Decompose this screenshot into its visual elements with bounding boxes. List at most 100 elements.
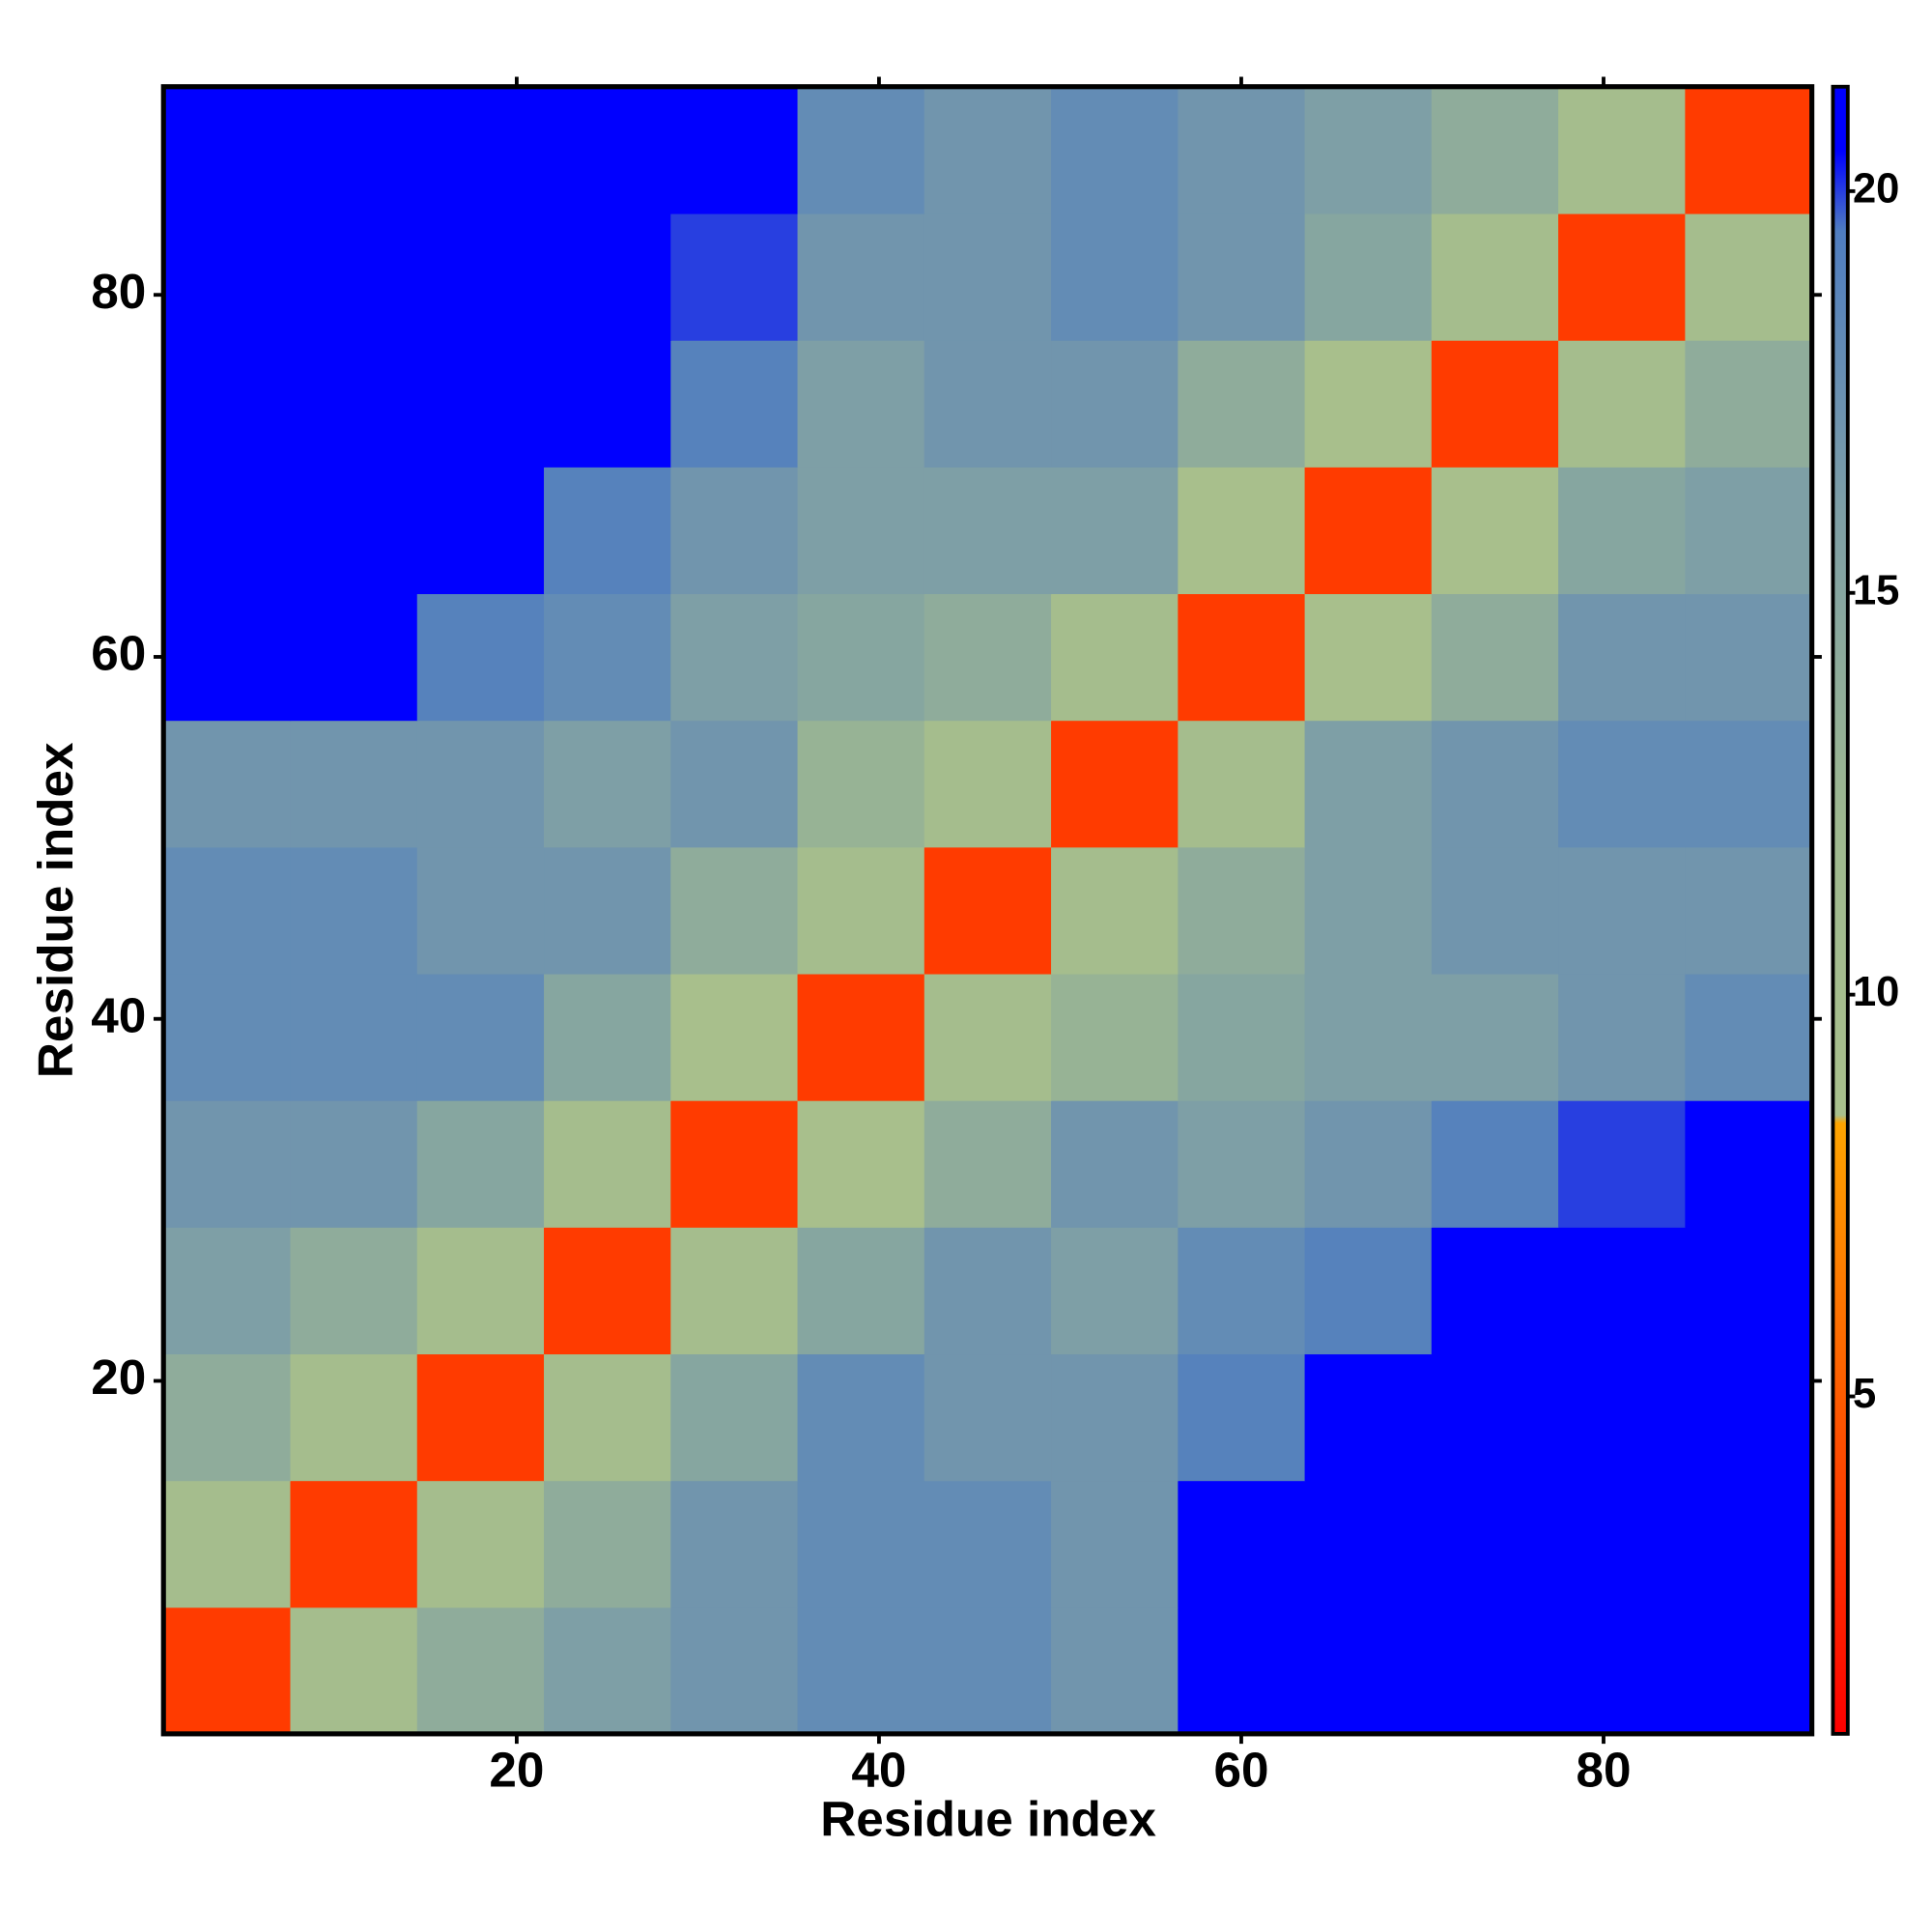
heatmap-cell (1051, 340, 1179, 468)
heatmap-cell (1558, 467, 1687, 595)
heatmap-cell (290, 86, 418, 214)
heatmap-cell (290, 1227, 418, 1355)
heatmap-cell (544, 973, 671, 1101)
heatmap-cell (1304, 720, 1433, 848)
heatmap-cell (544, 86, 671, 214)
heatmap-cell (1431, 593, 1559, 722)
heatmap-cell (1304, 973, 1433, 1101)
heatmap-cell (1051, 1353, 1179, 1482)
heatmap-cell (290, 1100, 418, 1228)
heatmap-cell (1178, 720, 1306, 848)
heatmap-cell (163, 86, 292, 214)
heatmap-cell (1051, 846, 1179, 975)
heatmap-cell (1685, 973, 1813, 1101)
heatmap-cell (290, 1606, 418, 1735)
heatmap-cell (1304, 593, 1433, 722)
heatmap-cell (416, 1606, 545, 1735)
colorbar-tick-label: 15 (1853, 567, 1899, 613)
heatmap-cell (1685, 213, 1813, 341)
heatmap-cell (544, 1100, 671, 1228)
heatmap-cell (416, 213, 545, 341)
heatmap-cell (1431, 1227, 1559, 1355)
heatmap-cell (1685, 467, 1813, 595)
heatmap-cell (1685, 1353, 1813, 1482)
heatmap-cell (290, 1480, 418, 1608)
x-axis-label: Residue index (820, 1792, 1156, 1847)
heatmap-cell (670, 340, 799, 468)
heatmap-cell (1685, 1606, 1813, 1735)
heatmap-cell (1178, 467, 1306, 595)
heatmap-cell (290, 467, 418, 595)
heatmap-cell (1685, 340, 1813, 468)
heatmap-cell (544, 593, 671, 722)
heatmap-cell (416, 1353, 545, 1482)
heatmap-cell (1051, 213, 1179, 341)
heatmap-cell (1051, 973, 1179, 1101)
heatmap-cell (1304, 1606, 1433, 1735)
heatmap-cell (923, 846, 1052, 975)
heatmap-cell (1431, 1606, 1559, 1735)
heatmap-cell (1051, 1480, 1179, 1608)
heatmap-cell (670, 846, 799, 975)
heatmap-cell (1558, 593, 1687, 722)
heatmap-cell (1558, 1227, 1687, 1355)
heatmap-cell (670, 1227, 799, 1355)
heatmap-cell (544, 1353, 671, 1482)
heatmap-cell (1685, 593, 1813, 722)
colorbar-tick-label: 10 (1853, 969, 1899, 1015)
heatmap-cell (1178, 1100, 1306, 1228)
heatmap-cell (923, 1606, 1052, 1735)
y-tick-label: 40 (91, 987, 146, 1042)
heatmap-cell (1304, 1227, 1433, 1355)
heatmap-cell (416, 340, 545, 468)
heatmap-cell (163, 1227, 292, 1355)
heatmap-cell (797, 467, 925, 595)
heatmap-cell (163, 973, 292, 1101)
colorbar (1831, 84, 1850, 1736)
heatmap-cell (1178, 86, 1306, 214)
heatmap-cell (1178, 1480, 1306, 1608)
heatmap-cell (797, 1227, 925, 1355)
heatmap-cells (163, 86, 1813, 1735)
heatmap-cell (1685, 1480, 1813, 1608)
heatmap-cell (1431, 973, 1559, 1101)
heatmap-cell (1558, 86, 1687, 214)
heatmap-cell (163, 213, 292, 341)
heatmap-cell (1558, 213, 1687, 341)
heatmap-cell (923, 1353, 1052, 1482)
heatmap-cell (797, 846, 925, 975)
heatmap-cell (1431, 213, 1559, 341)
heatmap-cell (1558, 1353, 1687, 1482)
heatmap-cell (1304, 213, 1433, 341)
plot-frame (160, 84, 1815, 1737)
heatmap-cell (670, 467, 799, 595)
heatmap-cell (1558, 1100, 1687, 1228)
y-tick-label: 80 (91, 264, 146, 319)
heatmap-cell (1051, 720, 1179, 848)
heatmap-cell (163, 1100, 292, 1228)
heatmap-cell (544, 846, 671, 975)
heatmap-cell (1431, 1480, 1559, 1608)
heatmap-cell (544, 340, 671, 468)
heatmap-cell (163, 593, 292, 722)
heatmap-cell (416, 467, 545, 595)
x-tick-label: 80 (1576, 1742, 1631, 1797)
heatmap-cell (1685, 1227, 1813, 1355)
heatmap-cell (1685, 720, 1813, 848)
heatmap-cell (1558, 1606, 1687, 1735)
heatmap-cell (290, 846, 418, 975)
heatmap-cell (1178, 340, 1306, 468)
heatmap-cell (1431, 340, 1559, 468)
heatmap-cell (670, 1353, 799, 1482)
heatmap-cell (923, 467, 1052, 595)
heatmap-cell (1431, 467, 1559, 595)
heatmap-cell (416, 846, 545, 975)
heatmap-cell (1051, 467, 1179, 595)
heatmap-cell (290, 720, 418, 848)
heatmap-cell (670, 593, 799, 722)
heatmap-cell (923, 213, 1052, 341)
colorbar-tick-label: 20 (1853, 165, 1899, 212)
heatmap-cell (1304, 1100, 1433, 1228)
